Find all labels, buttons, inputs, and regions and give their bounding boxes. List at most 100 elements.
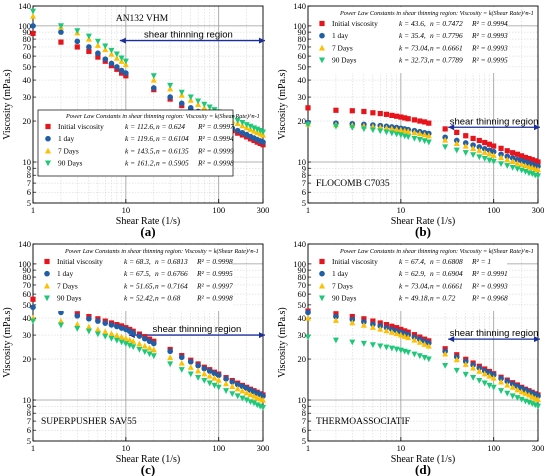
legend-k-value: k = 35.4, [399,31,426,40]
data-point [86,44,92,50]
panel-label: (a) [140,224,155,239]
data-point [234,127,241,134]
legend-r2-value: R² = 0.9997 [196,281,233,290]
data-point [510,150,516,156]
data-point [178,354,185,361]
data-point [509,158,516,165]
data-point [383,124,390,131]
data-point [405,349,412,356]
legend-series-name: 7 Days [332,281,353,290]
legend-series-name: Initial viscosity [57,257,103,266]
data-point [332,317,339,323]
y-tick-label: 7 [302,178,306,188]
legend-series-name: 7 Days [57,281,78,290]
data-point [239,129,246,136]
y-tick-label: 10 [23,157,32,167]
data-point [108,60,115,67]
data-point [239,395,246,402]
legend-k-value: k = 119.6, [125,134,155,143]
x-tick-label: 300 [257,205,270,215]
data-point [260,396,266,403]
data-point [397,126,404,133]
axes-frame [32,5,264,204]
x-tick-label: 1 [306,443,310,453]
data-point [187,371,194,378]
data-point [491,143,497,149]
data-point [108,330,115,337]
legend-title: Power Law Constants in shear thinning re… [339,248,534,255]
data-point [462,361,469,367]
data-point [361,319,367,325]
series-90-days [305,122,541,180]
data-point [518,388,525,395]
data-point [416,137,423,143]
data-point [486,141,493,147]
data-point [481,155,488,162]
data-point [535,159,541,165]
y-tick-label: 100 [18,21,31,31]
data-point [369,342,376,349]
legend-n-value: n = 0.6661 [430,43,463,52]
legend-box [312,7,507,73]
chart-panel-c: 1 10 100 30056789102030405060708090100140Sh… [2,239,269,476]
legend-r2-value: R² = 0.9997 [197,122,234,131]
data-point [74,313,81,319]
panel-label: (d) [415,462,431,476]
y-tick-label: 7 [302,416,306,426]
data-point [535,173,541,180]
arrow-head-left [448,124,455,131]
y-tick-label: 60 [23,51,32,61]
data-point [349,314,355,320]
data-point [30,12,36,19]
data-point [490,374,497,381]
data-point [377,320,383,326]
panel-label: (c) [141,462,155,476]
data-point [167,94,173,100]
data-point [229,391,236,398]
shear-thinning-arrow [448,336,540,343]
data-point [57,322,64,329]
data-point [118,339,125,346]
arrow-head-left [119,37,126,44]
data-point [401,127,408,134]
legend-k-value: k = 67.5, [124,269,151,278]
y-tick-label: 6 [27,187,31,197]
y-tick-label: 9 [302,401,306,411]
y-tick-label: 50 [23,300,32,310]
legend: Power Law Constants in shear thinning re… [312,7,534,73]
data-point [333,107,339,113]
data-point [462,142,469,149]
data-point [535,396,541,403]
data-point [454,129,460,136]
data-point [229,379,236,385]
x-tick-label: 10 [397,443,406,453]
data-point [514,151,521,157]
data-point [490,148,497,155]
legend-r2-value: R² = 0.9998 [197,159,234,168]
data-point [150,346,157,353]
data-point [504,153,511,160]
data-point [251,392,258,399]
data-point [118,325,125,331]
legend-series-name: Initial viscosity [332,19,378,28]
data-point [305,105,311,111]
data-point [95,54,101,60]
data-point [519,153,525,159]
data-point [401,333,408,339]
data-point [94,331,101,338]
data-point [526,155,532,162]
data-point [201,377,208,384]
chart-panel-a: 1 10 100 30056789102030405060708090100140Sh… [2,1,270,239]
data-point [529,157,535,163]
data-point [130,338,137,344]
data-point [490,384,497,391]
y-tick-label: 10 [23,395,32,405]
data-point [74,321,81,327]
data-point [476,367,483,374]
data-point [463,133,469,139]
legend-n-value: n = 0.68 [155,294,181,303]
y-tick-label: 10 [298,395,307,405]
x-tick-label: 1 [31,205,35,215]
data-point [146,351,153,358]
y-tick-label: 140 [18,1,31,11]
